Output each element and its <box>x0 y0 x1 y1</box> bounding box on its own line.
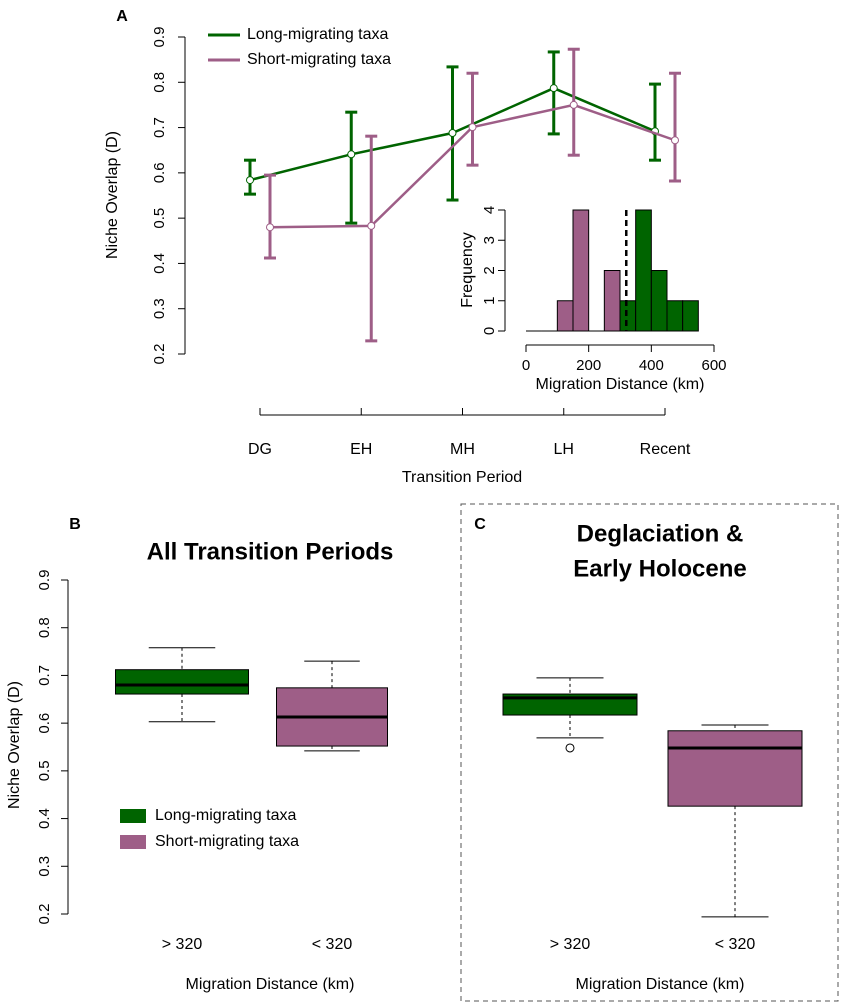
x-axis-label: Migration Distance (km) <box>186 976 355 993</box>
panel-letter: B <box>69 516 81 533</box>
point <box>448 129 457 138</box>
x-tick-label: EH <box>350 441 372 458</box>
panel-letter: C <box>474 516 486 533</box>
y-tick-label: 0 <box>481 327 498 335</box>
x-axis-label: Migration Distance (km) <box>536 376 705 393</box>
point <box>266 223 274 232</box>
box <box>667 730 803 807</box>
y-tick-label: 0.8 <box>151 72 168 93</box>
chart-title: All Transition Periods <box>147 538 394 565</box>
point <box>347 150 356 159</box>
point <box>569 100 578 109</box>
point <box>549 84 558 93</box>
x-tick-label: 600 <box>701 357 726 374</box>
legend-label: Short-migrating taxa <box>155 833 299 850</box>
legend-swatch <box>120 809 146 823</box>
hist-bar <box>635 209 652 332</box>
y-axis-label: Niche Overlap (D) <box>6 681 23 809</box>
point <box>367 221 376 230</box>
x-axis-label: Transition Period <box>402 469 522 486</box>
y-tick-label: 0.8 <box>36 617 53 638</box>
y-tick-label: 1 <box>481 297 498 305</box>
y-axis-label: Niche Overlap (D) <box>104 131 121 259</box>
y-tick-label: 0.4 <box>36 808 53 829</box>
panel-c-frame <box>460 503 839 1002</box>
y-tick-label: 0.9 <box>151 27 168 48</box>
hist-bar <box>572 209 590 332</box>
hist-bar <box>650 270 668 332</box>
chart-title: Deglaciation & <box>577 520 744 547</box>
y-tick-label: 0.6 <box>36 713 53 734</box>
box <box>115 669 249 695</box>
x-tick-label: LH <box>554 441 574 458</box>
legend-label: Long-migrating taxa <box>155 807 297 824</box>
legend-label: Long-migrating taxa <box>247 26 389 43</box>
hist-bar <box>603 270 621 332</box>
y-tick-label: 0.3 <box>151 298 168 319</box>
x-tick-label: > 320 <box>162 936 203 953</box>
y-tick-label: 0.3 <box>36 856 53 877</box>
hist-bar <box>619 300 637 332</box>
y-tick-label: 0.9 <box>36 570 53 591</box>
y-tick-label: 0.6 <box>151 162 168 183</box>
x-tick-label: DG <box>248 441 272 458</box>
point <box>468 123 477 132</box>
x-tick-label: < 320 <box>312 936 353 953</box>
y-tick-label: 2 <box>481 266 498 274</box>
hist-bar <box>556 300 574 332</box>
y-tick-label: 0.5 <box>36 760 53 781</box>
y-tick-label: 0.2 <box>36 904 53 925</box>
x-tick-label: Recent <box>640 441 691 458</box>
point <box>671 136 679 145</box>
x-tick-label: < 320 <box>715 936 756 953</box>
x-tick-label: MH <box>450 441 475 458</box>
y-tick-label: 0.7 <box>151 117 168 138</box>
x-tick-label: 0 <box>522 357 530 374</box>
x-tick-label: 200 <box>576 357 601 374</box>
y-tick-label: 4 <box>481 206 498 214</box>
panel-letter: A <box>116 8 128 25</box>
x-tick-label: > 320 <box>550 936 591 953</box>
y-axis-label: Frequency <box>459 232 476 308</box>
chart-title: Early Holocene <box>573 555 746 582</box>
y-tick-label: 0.5 <box>151 208 168 229</box>
y-tick-label: 3 <box>481 236 498 244</box>
legend-label: Short-migrating taxa <box>247 51 391 68</box>
y-tick-label: 0.4 <box>151 253 168 274</box>
x-axis-label: Migration Distance (km) <box>576 976 745 993</box>
hist-bar <box>666 300 684 332</box>
legend-swatch <box>120 835 146 849</box>
y-tick-label: 0.7 <box>36 665 53 686</box>
point <box>246 176 254 185</box>
outlier <box>565 743 575 753</box>
x-tick-label: 400 <box>639 357 664 374</box>
y-tick-label: 0.2 <box>151 344 168 365</box>
hist-bar <box>682 300 699 332</box>
